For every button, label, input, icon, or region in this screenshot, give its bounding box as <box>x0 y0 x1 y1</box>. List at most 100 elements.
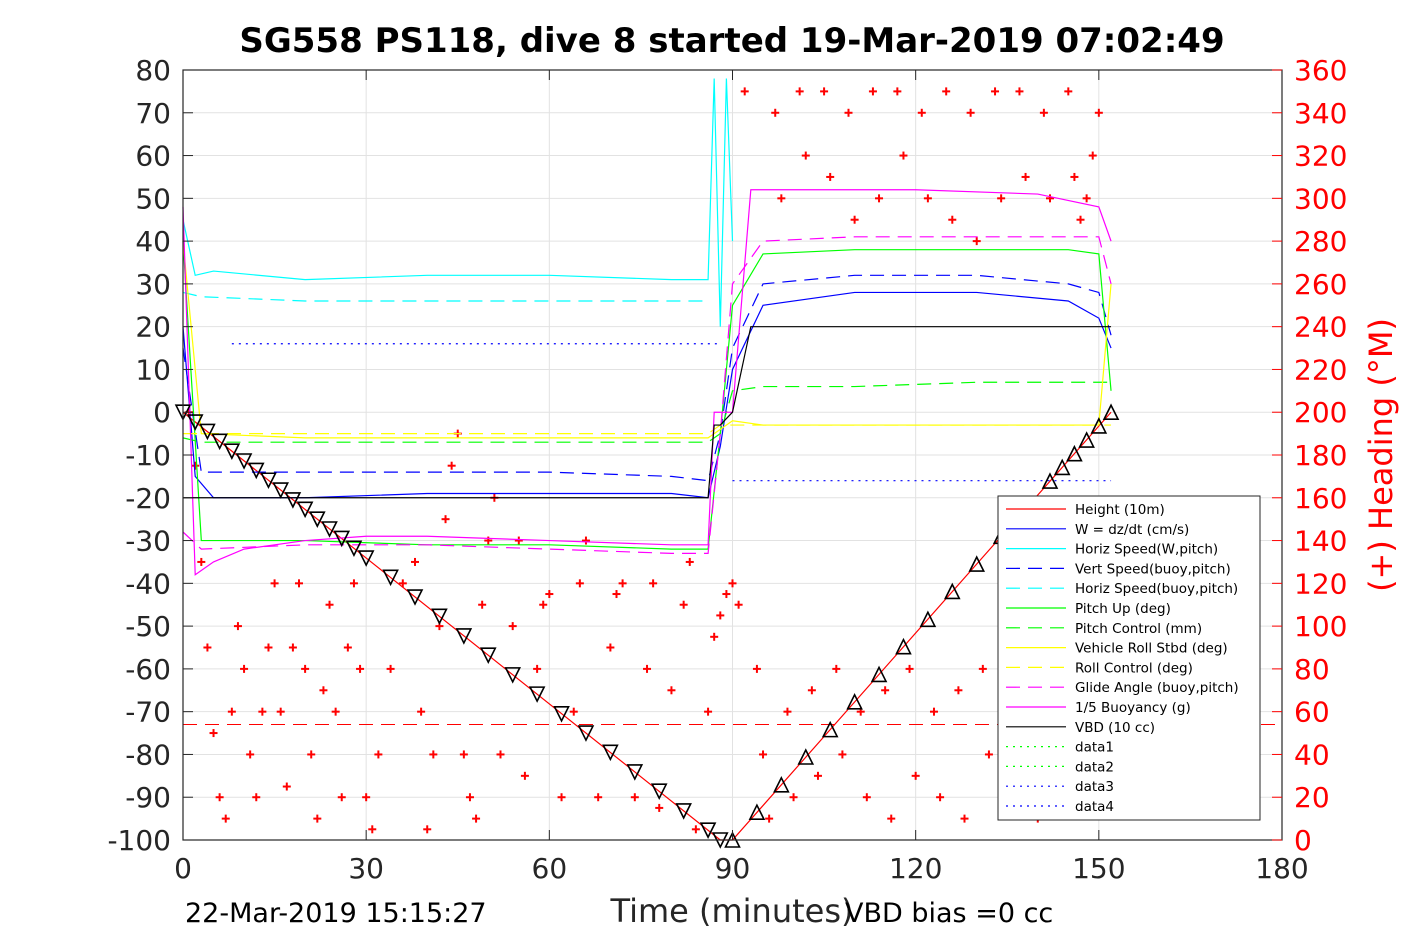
y-tick-label: 30 <box>135 268 171 301</box>
heading-point <box>844 108 853 117</box>
y2-tick-label: 360 <box>1294 54 1347 87</box>
legend-label: Pitch Control (mm) <box>1075 621 1202 637</box>
y2-tick-label: 220 <box>1294 353 1347 386</box>
heading-point <box>349 579 358 588</box>
y-tick-label: 60 <box>135 140 171 173</box>
heading-point <box>520 771 529 780</box>
x-tick-label: 90 <box>715 852 751 885</box>
depth-marker <box>235 453 253 470</box>
heading-point <box>246 750 255 759</box>
heading-point <box>942 87 951 96</box>
series-line <box>183 326 1112 499</box>
y2-tick-label: 60 <box>1294 696 1330 729</box>
heading-point <box>307 750 316 759</box>
heading-point <box>612 590 621 599</box>
heading-point <box>801 151 810 160</box>
y-axis-ticks: 80 70 60 50 40 30 20 10 0 -10 -20 -30 -40 -50 -60 -70 -8… <box>107 54 193 857</box>
heading-point <box>997 194 1006 203</box>
heading-point <box>991 87 1000 96</box>
depth-marker <box>626 764 644 781</box>
y2-tick-label: 100 <box>1294 610 1347 643</box>
heading-point <box>948 215 957 224</box>
heading-point <box>1015 87 1024 96</box>
depth-marker <box>321 521 338 538</box>
depth-marker <box>577 725 595 742</box>
heading-point <box>496 750 505 759</box>
depth-marker <box>479 647 497 664</box>
depth-marker <box>199 423 216 441</box>
depth-marker <box>406 589 424 606</box>
heading-point <box>288 643 297 652</box>
legend-label: Vehicle Roll Stbd (deg) <box>1075 641 1228 657</box>
heading-point <box>722 590 731 599</box>
heading-point <box>643 664 652 673</box>
heading-point <box>264 643 273 652</box>
heading-point <box>533 664 542 673</box>
heading-point <box>356 664 365 673</box>
heading-point <box>429 750 438 759</box>
heading-point <box>374 750 383 759</box>
heading-point <box>807 686 816 695</box>
depth-marker <box>309 511 326 528</box>
heading-point <box>478 600 487 609</box>
depth-marker <box>1102 403 1120 421</box>
footer-timestamp: 22-Mar-2019 15:15:27 <box>185 898 487 929</box>
depth-marker <box>1066 444 1083 462</box>
heading-point <box>514 536 523 545</box>
depth-marker <box>211 433 228 451</box>
heading-point <box>734 600 743 609</box>
heading-point <box>1070 172 1079 181</box>
heading-point <box>581 536 590 545</box>
depth-marker <box>553 706 570 723</box>
heading-point <box>649 579 658 588</box>
y-tick-label: 40 <box>135 225 171 258</box>
legend-label: Glide Angle (buoy,pitch) <box>1075 680 1239 696</box>
heading-point <box>704 707 713 716</box>
heading-point <box>539 600 548 609</box>
y2-tick-label: 160 <box>1294 482 1347 515</box>
heading-point <box>691 825 700 834</box>
heading-point <box>685 557 694 566</box>
heading-point <box>1045 194 1054 203</box>
y-tick-label: -10 <box>125 439 171 472</box>
heading-point <box>258 707 267 716</box>
legend-label: Roll Control (deg) <box>1075 660 1193 676</box>
heading-point <box>917 108 926 117</box>
heading-point <box>240 664 249 673</box>
heading-point <box>936 793 945 802</box>
heading-point <box>606 643 615 652</box>
x-tick-label: 120 <box>889 852 942 885</box>
series-line <box>182 78 734 327</box>
y2-tick-label: 0 <box>1294 824 1312 857</box>
depth-marker <box>821 720 839 738</box>
y-tick-label: -40 <box>125 567 171 600</box>
depth-marker <box>1041 472 1059 489</box>
heading-point <box>984 750 993 759</box>
y-tick-label: 10 <box>135 353 171 386</box>
series-line <box>182 274 1112 482</box>
heading-point <box>905 664 914 673</box>
depth-marker <box>528 686 546 703</box>
heading-point <box>459 750 468 759</box>
heading-point <box>197 557 206 566</box>
heading-point <box>575 579 584 588</box>
depth-marker <box>797 748 815 765</box>
depth-marker <box>1090 417 1108 434</box>
heading-point <box>893 87 902 96</box>
y2-tick-label: 20 <box>1294 781 1330 814</box>
depth-marker <box>944 582 961 600</box>
series-line <box>182 381 1112 443</box>
legend-label: data1 <box>1075 740 1114 756</box>
depth-marker <box>357 550 375 567</box>
heading-point <box>929 707 938 716</box>
heading-markers <box>185 87 1103 834</box>
x-tick-label: 60 <box>532 852 568 885</box>
heading-point <box>771 108 780 117</box>
heading-point <box>221 814 230 823</box>
legend-label: data2 <box>1075 759 1114 775</box>
y2-tick-label: 300 <box>1294 182 1347 215</box>
heading-point <box>1039 108 1048 117</box>
footer-vbd-bias: VBD bias =0 cc <box>845 898 1054 929</box>
y2-tick-label: 120 <box>1294 567 1347 600</box>
